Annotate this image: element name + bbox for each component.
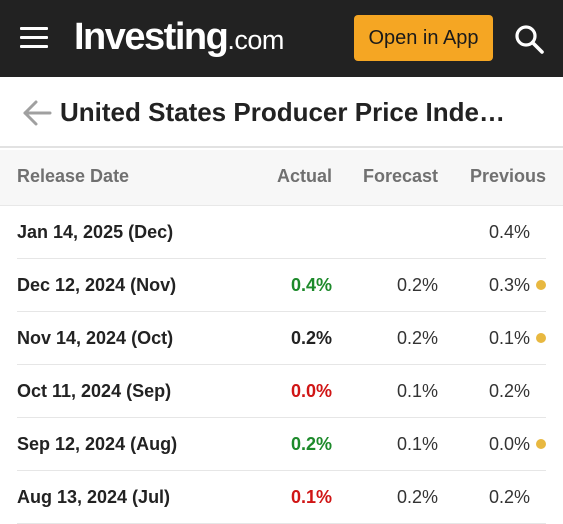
release-date-cell: Oct 11, 2024 (Sep)	[17, 381, 172, 401]
forecast-value-cell: 0.2%	[396, 275, 438, 295]
previous-value-cell: 0.2%	[488, 381, 530, 401]
row-divider	[17, 364, 546, 365]
release-date-cell: Jan 14, 2025 (Dec)	[17, 222, 174, 242]
row-divider	[17, 417, 546, 418]
previous-value-cell: 0.0%	[488, 434, 530, 454]
forecast-value-cell: 0.1%	[396, 381, 438, 401]
menu-icon[interactable]	[20, 27, 48, 49]
table-row[interactable]: Jan 14, 2025 (Dec) 0.4%	[0, 206, 563, 259]
column-header-forecast[interactable]: Forecast	[362, 166, 438, 186]
actual-value-cell: 0.0%	[290, 381, 332, 401]
table-row[interactable]: Oct 11, 2024 (Sep) 0.0% 0.1% 0.2%	[0, 365, 563, 418]
top-navigation-bar: Investing.com Open in App	[0, 0, 563, 77]
forecast-value-cell: 0.2%	[396, 487, 438, 507]
previous-value-cell: 0.1%	[488, 328, 530, 348]
actual-value-cell: 0.2%	[290, 328, 332, 348]
actual-value-cell: 0.2%	[290, 434, 332, 454]
back-arrow-icon[interactable]	[22, 99, 52, 127]
release-date-cell: Aug 13, 2024 (Jul)	[17, 487, 171, 507]
revised-indicator-dot[interactable]	[536, 333, 546, 343]
column-header-release-date[interactable]: Release Date	[17, 166, 130, 186]
actual-value-cell: 0.4%	[290, 275, 332, 295]
page-title: United States Producer Price Inde…	[60, 97, 506, 127]
previous-value-cell: 0.4%	[488, 222, 530, 242]
table-header: Release Date Actual Forecast Previous	[0, 150, 563, 206]
release-date-cell: Nov 14, 2024 (Oct)	[17, 328, 174, 348]
investing-logo[interactable]: Investing.com	[74, 16, 284, 58]
actual-value-cell: 0.1%	[290, 487, 332, 507]
previous-value-cell: 0.3%	[488, 275, 530, 295]
table-row[interactable]: Sep 12, 2024 (Aug) 0.2% 0.1% 0.0%	[0, 418, 563, 471]
search-icon[interactable]	[513, 23, 545, 55]
open-in-app-button[interactable]: Open in App	[354, 15, 493, 61]
table-row[interactable]: Aug 13, 2024 (Jul) 0.1% 0.2% 0.2%	[0, 471, 563, 524]
previous-value-cell: 0.2%	[488, 487, 530, 507]
row-divider	[17, 311, 546, 312]
revised-indicator-dot[interactable]	[536, 280, 546, 290]
column-header-previous[interactable]: Previous	[469, 166, 546, 186]
page-title-bar: United States Producer Price Inde…	[0, 77, 563, 148]
row-divider	[17, 470, 546, 471]
forecast-value-cell: 0.1%	[396, 434, 438, 454]
revised-indicator-dot[interactable]	[536, 439, 546, 449]
release-date-cell: Sep 12, 2024 (Aug)	[17, 434, 178, 454]
release-date-cell: Dec 12, 2024 (Nov)	[17, 275, 177, 295]
column-header-actual[interactable]: Actual	[276, 166, 332, 186]
row-divider	[17, 258, 546, 259]
table-row[interactable]: Nov 14, 2024 (Oct) 0.2% 0.2% 0.1%	[0, 312, 563, 365]
forecast-value-cell: 0.2%	[396, 328, 438, 348]
table-row[interactable]: Dec 12, 2024 (Nov) 0.4% 0.2% 0.3%	[0, 259, 563, 312]
